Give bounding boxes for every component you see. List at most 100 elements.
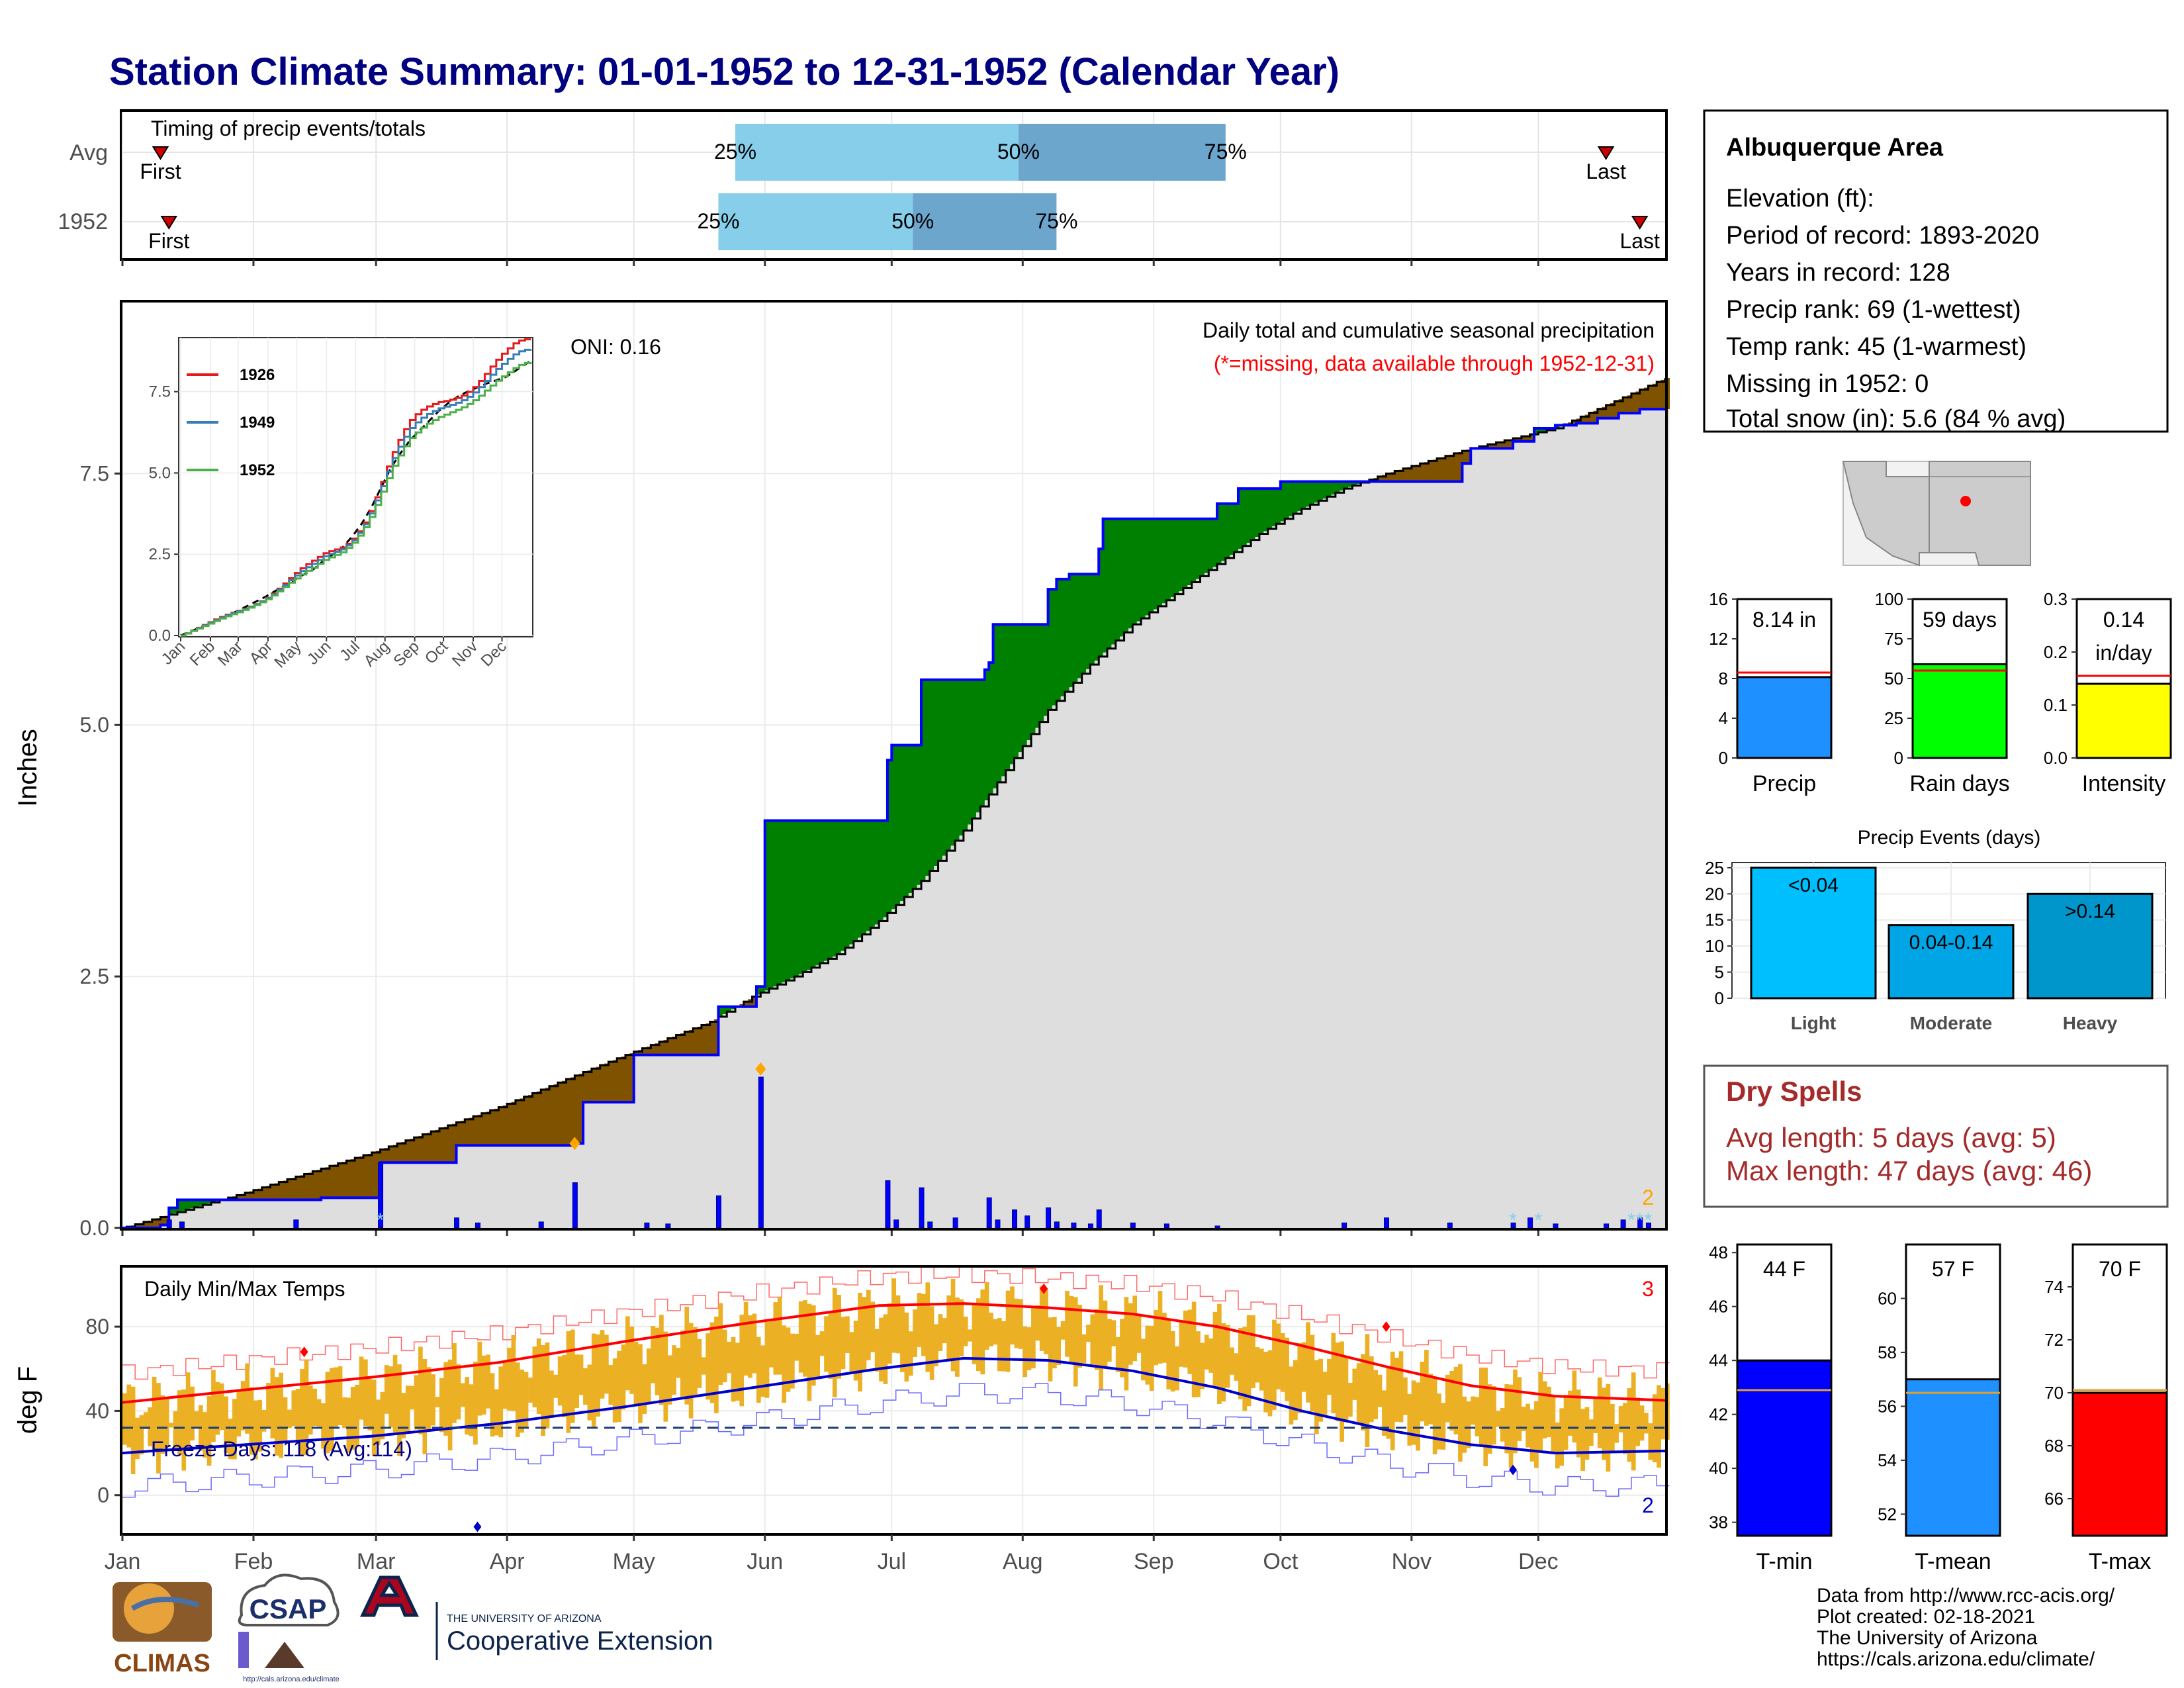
page-title: Station Climate Summary: 01-01-1952 to 1… xyxy=(109,50,1340,93)
daily-temp-bar xyxy=(1166,1320,1171,1389)
daily-temp-bar xyxy=(968,1329,972,1342)
daily-temp-bar xyxy=(574,1354,580,1408)
below-average-fill xyxy=(583,1072,588,1103)
above-average-fill xyxy=(790,820,796,979)
daily-temp-bar xyxy=(667,1355,672,1405)
daily-temp-bar xyxy=(596,1334,600,1417)
daily-temp-bar xyxy=(245,1363,250,1434)
daily-precip-bar xyxy=(1604,1223,1610,1229)
daily-temp-bar xyxy=(672,1345,676,1395)
daily-temp-bar xyxy=(300,1368,304,1456)
above-average-fill xyxy=(1069,574,1074,688)
above-average-fill xyxy=(1280,481,1285,522)
below-average-fill xyxy=(456,1122,461,1146)
above-average-fill xyxy=(1170,518,1175,598)
below-average-fill xyxy=(591,1068,596,1103)
mini-bar-chart-3: 0.14 in/day Intensity 0.0 0.1 0.2 0.3 xyxy=(2044,589,2172,796)
timing-first-marker xyxy=(152,146,169,160)
mini-bar-tick-label: 50 xyxy=(1884,669,1903,688)
daily-temp-bar xyxy=(1276,1323,1281,1389)
below-average-fill xyxy=(334,1164,339,1198)
daily-temp-bar xyxy=(1466,1401,1471,1448)
timing-row-1952-label: 1952 xyxy=(58,209,108,234)
daily-temp-bar xyxy=(1212,1311,1218,1386)
above-average-fill xyxy=(769,820,774,989)
timing-bar-25-50 xyxy=(718,193,913,250)
below-average-fill xyxy=(338,1163,343,1198)
above-average-fill xyxy=(1175,518,1180,594)
daily-temp-bar xyxy=(1445,1374,1450,1423)
above-average-fill xyxy=(1327,481,1332,497)
daily-temp-bar xyxy=(148,1407,153,1446)
below-average-fill xyxy=(1441,457,1446,482)
daily-temp-bar xyxy=(752,1313,757,1374)
temp-bar-value: 57 F xyxy=(1932,1257,1974,1281)
below-average-fill xyxy=(300,1175,305,1200)
temp-bar-label: T-mean xyxy=(1915,1549,1991,1574)
below-average-fill xyxy=(1424,462,1429,482)
daily-temp-bar xyxy=(295,1389,300,1444)
daily-temp-bar xyxy=(1635,1397,1640,1446)
above-average-fill xyxy=(1183,518,1188,588)
mini-bar-tick-label: 0 xyxy=(1894,748,1903,768)
y-tick-label: 0 xyxy=(97,1483,109,1507)
below-average-fill xyxy=(646,1047,651,1055)
daily-temp-bar xyxy=(190,1386,195,1441)
daily-temp-bar xyxy=(938,1314,943,1351)
above-average-fill xyxy=(1103,518,1108,653)
month-tick-label: Jul xyxy=(878,1549,906,1574)
below-average-fill xyxy=(316,1170,322,1200)
below-average-fill xyxy=(709,1021,715,1055)
above-average-fill xyxy=(798,820,803,974)
temp-bar-tick-label: 40 xyxy=(1709,1458,1728,1478)
daily-temp-bar xyxy=(181,1389,187,1471)
daily-temp-bar xyxy=(185,1372,191,1448)
above-average-fill xyxy=(1340,481,1345,491)
above-average-fill xyxy=(1276,489,1281,524)
daily-temp-bar xyxy=(1373,1370,1379,1420)
daily-temp-bar xyxy=(1289,1366,1294,1425)
daily-temp-bar xyxy=(266,1383,271,1428)
above-average-fill xyxy=(1154,518,1159,610)
temp-bar-tick-label: 48 xyxy=(1709,1243,1728,1262)
below-average-fill xyxy=(460,1121,465,1146)
daily-temp-bar xyxy=(1343,1356,1349,1423)
daily-temp-bar xyxy=(1124,1297,1129,1391)
timing-bar-25-50 xyxy=(735,124,1019,181)
below-average-fill xyxy=(1572,420,1577,426)
daily-precip-bar xyxy=(644,1222,650,1229)
daily-temp-bar xyxy=(1432,1378,1437,1454)
above-average-fill xyxy=(913,745,918,889)
mini-bar-label: Intensity xyxy=(2082,771,2166,796)
below-average-fill xyxy=(502,1105,508,1146)
above-average-fill xyxy=(173,1207,178,1213)
below-average-fill xyxy=(473,1116,478,1146)
daily-temp-bar xyxy=(283,1397,288,1444)
daily-temp-bar xyxy=(782,1325,786,1403)
below-average-fill xyxy=(452,1123,457,1163)
above-average-fill xyxy=(1005,624,1011,771)
climas-logo-text: CLIMAS xyxy=(114,1650,210,1677)
above-average-fill xyxy=(1039,624,1044,722)
daily-temp-bar xyxy=(460,1383,465,1407)
below-average-fill xyxy=(1521,436,1526,442)
info-line: Precip rank: 69 (1-wettest) xyxy=(1726,296,2021,324)
temp-bar-tick-label: 58 xyxy=(1878,1342,1897,1362)
above-average-fill xyxy=(1052,589,1057,706)
daily-temp-bar xyxy=(1107,1319,1112,1362)
daily-temp-bar xyxy=(1272,1319,1277,1410)
above-average-fill xyxy=(1026,624,1032,741)
above-average-fill xyxy=(181,1199,187,1211)
daily-temp-bar xyxy=(870,1301,876,1352)
below-average-fill xyxy=(371,1152,377,1198)
daily-temp-bar xyxy=(177,1390,182,1455)
above-average-fill xyxy=(879,820,884,921)
daily-temp-bar xyxy=(494,1389,499,1436)
above-average-fill xyxy=(1048,589,1053,710)
record-marker xyxy=(569,1137,580,1150)
daily-temp-bar xyxy=(739,1314,745,1407)
daily-temp-bar xyxy=(473,1362,478,1445)
daily-temp-bar xyxy=(160,1395,165,1454)
events-tick-label: 15 xyxy=(1705,910,1724,930)
daily-temp-bar xyxy=(819,1331,825,1356)
